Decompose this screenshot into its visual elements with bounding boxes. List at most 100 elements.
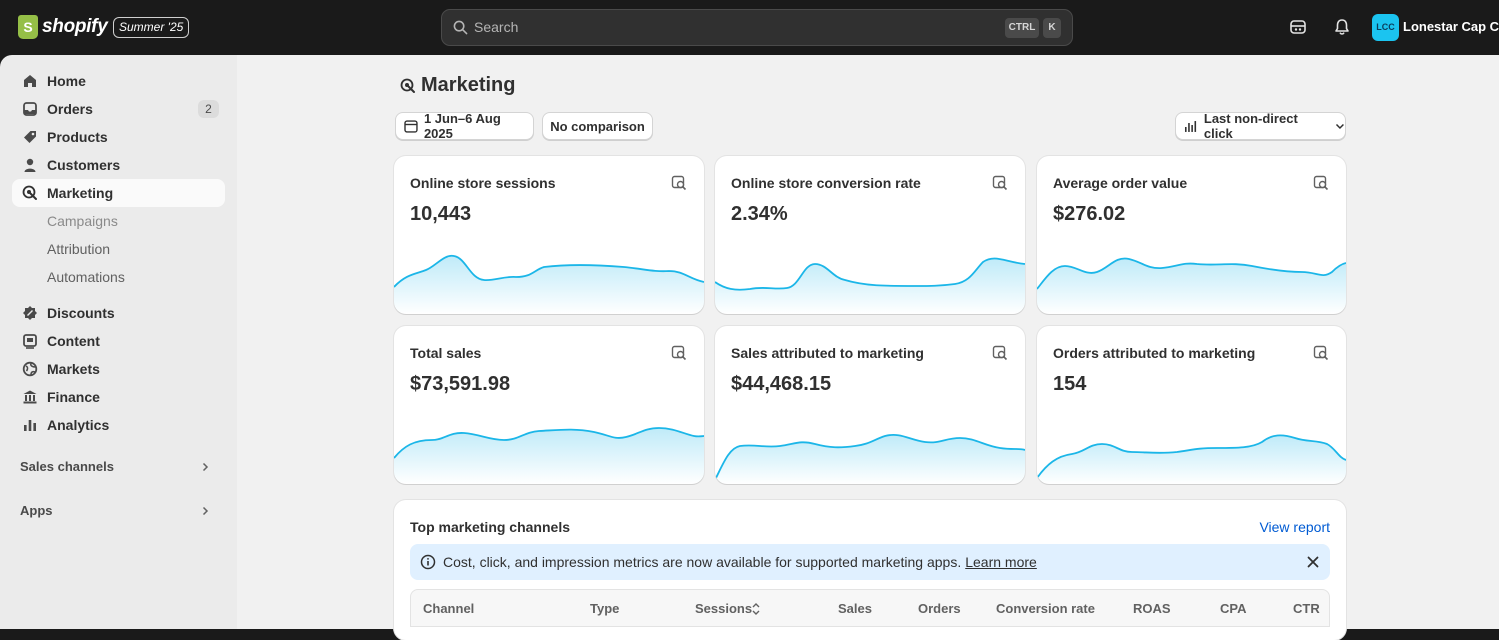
column-header-cpa[interactable]: CPA	[1220, 601, 1247, 616]
sales-channels-label[interactable]: Sales channels	[20, 459, 114, 474]
person-icon	[24, 158, 36, 172]
sidebar-item-label: Markets	[47, 361, 100, 377]
date-range-picker[interactable]: 1 Jun–6 Aug 2025	[395, 111, 534, 141]
shopify-logo[interactable]: S shopify	[18, 15, 108, 39]
metric-value: $44,468.15	[731, 373, 832, 395]
column-header-type[interactable]: Type	[590, 601, 620, 616]
sidebar-item-label: Analytics	[47, 417, 110, 433]
sidebar-item-marketing[interactable]: Marketing	[12, 179, 225, 207]
content-icon	[23, 334, 37, 349]
chevron-right-icon[interactable]	[200, 462, 210, 472]
metric-card-total-sales[interactable]: Total sales $73,591.98	[394, 326, 704, 484]
column-header-roas[interactable]: ROAS	[1133, 601, 1171, 616]
metric-value: $276.02	[1053, 203, 1126, 225]
section-title: Top marketing channels	[410, 519, 570, 535]
metric-title: Sales attributed to marketing	[731, 345, 924, 361]
sidebar-item-label: Home	[47, 73, 86, 89]
metric-card-sales-attributed[interactable]: Sales attributed to marketing $44,468.15	[715, 326, 1025, 484]
metric-card-aov[interactable]: Average order value $276.02	[1037, 156, 1346, 314]
metric-card-orders-attributed[interactable]: Orders attributed to marketing 154	[1037, 326, 1346, 484]
top-bar: S shopify Summer '25 Search CTRL K LCC L…	[0, 0, 1499, 55]
sidebar-subitem-automations[interactable]: Automations	[12, 263, 225, 291]
edition-badge[interactable]: Summer '25	[113, 17, 190, 38]
metric-title: Total sales	[410, 345, 482, 361]
banner-message: Cost, click, and impression metrics are …	[443, 554, 1037, 570]
chart-zoom-icon[interactable]	[1313, 175, 1329, 191]
target-icon	[22, 185, 37, 200]
sidebar-item-content[interactable]: Content	[12, 327, 225, 355]
sales-attributed-sparkline	[715, 434, 1025, 484]
calendar-icon	[404, 120, 418, 133]
column-header-ctr[interactable]: CTR	[1293, 601, 1320, 616]
sidebar-item-home[interactable]: Home	[12, 67, 225, 95]
inbox-icon	[23, 102, 37, 116]
bar-chart-icon	[24, 420, 36, 431]
sidebar-item-products[interactable]: Products	[12, 123, 225, 151]
date-range-label: 1 Jun–6 Aug 2025	[423, 111, 501, 141]
search-input[interactable]: Search CTRL K	[441, 9, 1073, 46]
avatar[interactable]: LCC	[1372, 14, 1399, 41]
sidebar-item-markets[interactable]: Markets	[12, 355, 225, 383]
column-header-sales[interactable]: Sales	[838, 601, 872, 616]
tag-icon	[24, 131, 36, 143]
chart-zoom-icon[interactable]	[992, 175, 1008, 191]
orders-count-badge: 2	[198, 100, 219, 118]
sidebar-item-orders[interactable]: Orders 2	[12, 95, 225, 123]
apps-label[interactable]: Apps	[20, 503, 53, 518]
aov-sparkline	[1037, 257, 1346, 314]
column-header-orders[interactable]: Orders	[918, 601, 961, 616]
globe-icon	[22, 361, 38, 377]
column-header-sessions[interactable]: Sessions	[695, 601, 753, 616]
chart-zoom-icon[interactable]	[1313, 345, 1329, 361]
sidebar-item-label: Finance	[47, 389, 100, 405]
sort-icon[interactable]	[752, 602, 760, 616]
metric-card-sessions[interactable]: Online store sessions 10,443	[394, 156, 704, 314]
sidebar-item-discounts[interactable]: Discounts	[12, 299, 225, 327]
metric-card-conversion[interactable]: Online store conversion rate 2.34%	[715, 156, 1025, 314]
sessions-sparkline	[394, 254, 704, 314]
sidebar-subitem-attribution[interactable]: Attribution	[12, 235, 225, 263]
sidebar-item-label: Marketing	[47, 185, 114, 201]
store-name[interactable]: Lonestar Cap Co	[1403, 19, 1499, 34]
learn-more-link[interactable]: Learn more	[965, 554, 1037, 570]
column-header-channel[interactable]: Channel	[423, 601, 475, 616]
search-placeholder: Search	[474, 19, 519, 35]
sidebar-item-label: Orders	[47, 101, 93, 117]
sidebar-item-label: Customers	[47, 157, 121, 173]
sidebar-subitem-campaigns[interactable]: Campaigns	[12, 207, 225, 235]
sidebar-item-finance[interactable]: Finance	[12, 383, 225, 411]
sidebar-item-label: Discounts	[47, 305, 115, 321]
chart-zoom-icon[interactable]	[671, 175, 687, 191]
chart-zoom-icon[interactable]	[671, 345, 687, 361]
view-report-link[interactable]: View report	[1259, 519, 1330, 535]
sidebar-item-customers[interactable]: Customers	[12, 151, 225, 179]
close-icon[interactable]	[1306, 555, 1320, 569]
channels-table-header: Channel Type Sessions Sales Orders Conve…	[410, 589, 1330, 627]
comparison-label: No comparison	[550, 118, 645, 134]
chart-zoom-icon[interactable]	[992, 345, 1008, 361]
sidebar-subitem-label: Campaigns	[47, 213, 118, 229]
info-banner: Cost, click, and impression metrics are …	[410, 544, 1330, 580]
sidebar-item-analytics[interactable]: Analytics	[12, 411, 225, 439]
metric-value: $73,591.98	[410, 373, 511, 395]
metric-title: Average order value	[1053, 175, 1188, 191]
page-title-text: Marketing	[421, 74, 516, 96]
conversion-sparkline	[715, 257, 1025, 314]
column-header-conversion-rate[interactable]: Conversion rate	[996, 601, 1095, 616]
comparison-picker[interactable]: No comparison	[542, 112, 653, 140]
brand-name: shopify	[42, 16, 108, 37]
search-icon	[453, 20, 468, 35]
shopify-bag-icon: S	[18, 15, 38, 39]
attribution-model-select[interactable]: Last non-direct click	[1175, 111, 1346, 141]
chevron-right-icon[interactable]	[200, 506, 210, 516]
total-sales-sparkline	[394, 427, 704, 484]
page-title: Marketing	[400, 74, 515, 97]
bell-icon[interactable]	[1332, 17, 1352, 37]
attribution-model-label: Last non-direct click	[1203, 111, 1298, 141]
metric-value: 10,443	[410, 203, 472, 225]
sidebar-item-label: Content	[47, 333, 100, 349]
sidebar-subitem-label: Attribution	[47, 241, 111, 257]
metric-value: 154	[1053, 373, 1087, 395]
store-switcher-icon[interactable]	[1288, 17, 1308, 37]
main-content: Marketing 1 Jun–6 Aug 2025 No comparison…	[237, 55, 1499, 640]
